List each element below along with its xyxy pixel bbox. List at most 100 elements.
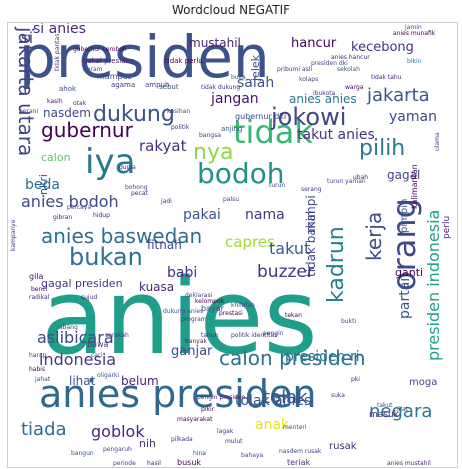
word-kasih: kasih <box>47 98 63 105</box>
word-jokowi: jokowi <box>270 103 346 131</box>
word-bahaya: bahaya <box>241 452 264 459</box>
word-anies-munafik: anies munafik <box>393 30 436 37</box>
word-kadrun: kadrun <box>324 226 349 303</box>
word-otak: otak <box>73 100 87 107</box>
word-turun: turun <box>269 182 285 189</box>
word-mampus: mampus <box>97 72 132 81</box>
word-nkri: nkri <box>37 174 50 195</box>
word-bikin: bikin <box>407 58 422 65</box>
word-abang: abang <box>59 324 78 331</box>
word-belum: belum <box>121 374 159 388</box>
word-bawa: bawa <box>87 340 109 349</box>
word-percaya: percaya <box>67 204 91 211</box>
word-pakai: pakai <box>183 207 221 223</box>
word-ganti: ganti <box>395 266 423 279</box>
word-gubernur-ceroboh: gubernur ceroboh <box>73 46 127 53</box>
word-berani: berani <box>19 108 38 115</box>
word-indonesia: indonesia <box>39 350 116 369</box>
word-tekan: tekan <box>285 312 302 319</box>
word-gubernur: gubernur <box>41 118 134 142</box>
word-gagal: gagal <box>387 168 420 182</box>
word-kalimantan: kalimantan <box>410 164 419 209</box>
word-pecat: pecat <box>131 190 148 197</box>
word-tahun: tahun <box>201 332 219 339</box>
word-tolak-anies: tolak anies <box>235 393 311 409</box>
word-jangan: jangan <box>210 91 259 107</box>
word-sujud: sujud <box>81 294 97 301</box>
word-politik: politik <box>171 124 190 131</box>
word-calon-presiden: calon presiden <box>219 346 366 370</box>
word-banyak: banyak <box>185 338 208 345</box>
word-agama: agama <box>111 81 135 89</box>
word-nya: nya <box>193 140 233 165</box>
word-beda: beda <box>25 177 60 193</box>
word-masuk: masuk <box>369 410 400 420</box>
word-pki: pki <box>351 376 360 383</box>
word-buka: buka <box>231 74 246 81</box>
word-presiden-dki: presiden dki <box>311 60 348 67</box>
word-pengaruh: pengaruh <box>103 446 132 453</box>
word-mustahil: mustahil <box>189 36 241 50</box>
word-benci: benci <box>31 286 48 293</box>
word-kasihan: kasihan <box>167 108 190 115</box>
word-mimpi: mimpi <box>304 195 318 233</box>
word-pilih: pilih <box>359 136 405 161</box>
word-rusak: rusak <box>329 441 357 452</box>
word-fitnah: fitnah <box>147 238 182 252</box>
word-si: si <box>21 29 33 47</box>
word-jadi: jadi <box>160 198 172 205</box>
word-bohong: bohong <box>125 184 148 191</box>
word-tidak-tahu: tidak tahu <box>371 74 402 81</box>
word-kelompok: kelompok <box>195 298 225 305</box>
word-anies-hancur: anies hancur <box>331 54 370 61</box>
word-pengin-presiden: pengin presiden <box>197 394 246 401</box>
word-salah: salah <box>237 75 274 91</box>
word-kampanye: kampanye <box>10 219 17 251</box>
word-goblok: goblok <box>91 422 145 441</box>
word-bangsa: bangsa <box>199 132 221 139</box>
word-sekolah: sekolah <box>337 66 360 73</box>
word-aslibicara: aslibicara <box>37 328 114 347</box>
word-gagal-presiden: gagal presiden <box>41 277 123 290</box>
word-partai: partai <box>397 278 413 319</box>
word-anies-baswedan: anies baswedan <box>41 224 202 248</box>
word-yaman: yaman <box>389 109 437 125</box>
word-anies-mustahil: anies mustahil <box>387 460 431 467</box>
word-anies-bodoh: anies bodoh <box>21 192 119 211</box>
word-oligarki: oligarki <box>97 372 119 379</box>
word-dukung-anies: dukung anies <box>163 308 203 315</box>
word-mulut: mulut <box>225 438 243 445</box>
word-suka: suka <box>331 392 345 399</box>
word-capres: capres <box>225 233 275 251</box>
wordcloud-canvas: anies presiden anies presiden tidak iya orang… <box>10 23 452 467</box>
word-jakarta-utara: jakarta utara <box>14 26 38 156</box>
word-tiada: tiada <box>21 419 67 440</box>
word-ahok: ahok <box>59 85 77 93</box>
word-kerja: kerja <box>362 212 386 261</box>
word-harap: harap <box>29 352 47 359</box>
word-serang: serang <box>301 186 322 193</box>
word-tidak-pantas: tidak pantas <box>54 34 61 71</box>
word-hina: hina <box>193 450 206 457</box>
word-masyarakat: masyarakat <box>177 416 213 423</box>
word-palsu: palsu <box>223 196 239 203</box>
word-warga: warga <box>345 84 364 91</box>
word-hasil: hasil <box>147 460 161 467</box>
word-radikal: radikal <box>29 294 50 301</box>
word-takut: takut <box>377 402 393 409</box>
word-hidup: hidup <box>93 212 110 219</box>
word-moga: moga <box>409 377 437 388</box>
word-tidak-dukung: tidak dukung <box>201 84 240 91</box>
word-tidak: tidak <box>233 113 313 151</box>
word-jakarta: jakarta <box>366 85 430 106</box>
word-busuk: busuk <box>177 458 201 467</box>
word-lagak: lagak <box>217 428 234 435</box>
word-kuasa: kuasa <box>139 280 174 294</box>
word-sebut: sebut <box>159 83 179 91</box>
word-program: program <box>181 316 207 323</box>
word-lihat: lihat <box>69 374 96 388</box>
word-takut: takut <box>269 239 310 258</box>
word-gibran: gibran <box>53 214 72 221</box>
word-anies: anies <box>41 256 318 378</box>
word-bakal-presiden: bakal presiden <box>83 57 134 65</box>
